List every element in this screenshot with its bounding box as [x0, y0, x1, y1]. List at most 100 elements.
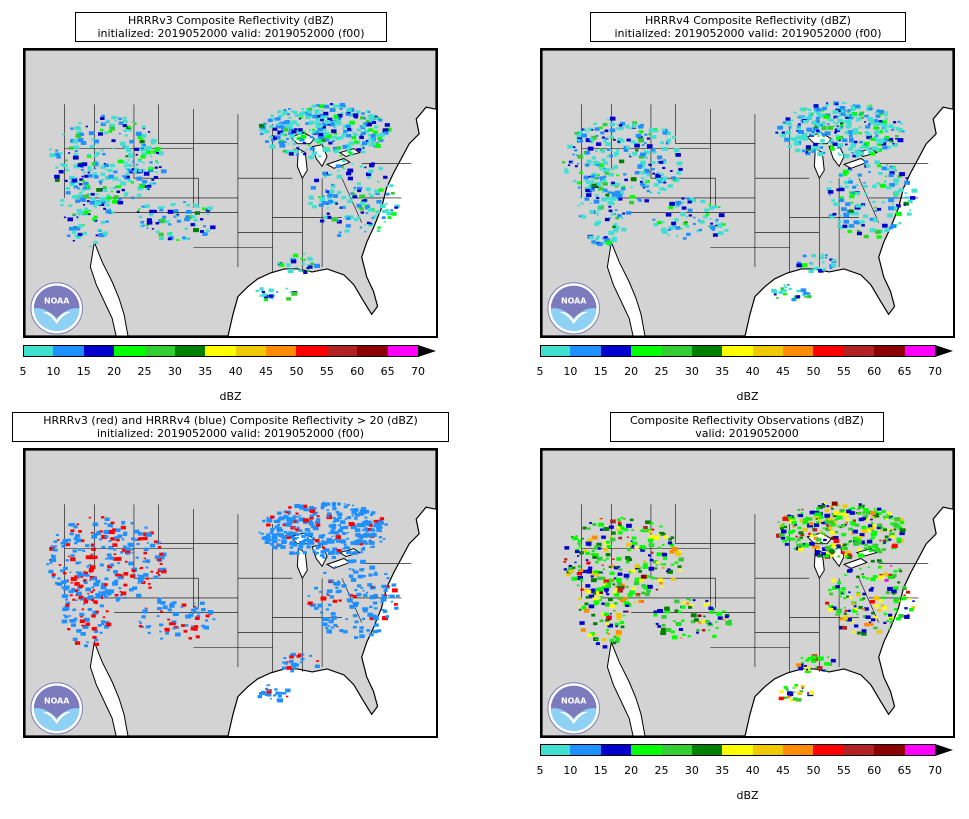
reflectivity-pixel — [368, 144, 372, 147]
reflectivity-pixel — [604, 602, 610, 606]
reflectivity-pixel — [827, 604, 831, 607]
reflectivity-pixel — [308, 107, 313, 111]
reflectivity-pixel — [121, 520, 126, 524]
reflectivity-pixel — [852, 536, 858, 541]
reflectivity-pixel — [601, 158, 606, 162]
reflectivity-pixel — [76, 181, 80, 184]
reflectivity-pixel — [832, 212, 837, 216]
reflectivity-pixel — [878, 550, 883, 554]
reflectivity-pixel — [70, 623, 77, 627]
reflectivity-pixel — [182, 236, 186, 239]
reflectivity-pixel — [333, 539, 336, 541]
reflectivity-pixel — [300, 657, 305, 661]
reflectivity-pixel — [635, 149, 639, 152]
reflectivity-pixel — [663, 533, 666, 535]
reflectivity-pixel — [724, 228, 729, 232]
colorbar-segment — [23, 345, 54, 357]
reflectivity-pixel — [574, 149, 578, 152]
reflectivity-pixel — [891, 140, 894, 143]
reflectivity-pixel — [287, 112, 291, 115]
reflectivity-pixel — [353, 540, 357, 543]
reflectivity-pixel — [63, 216, 67, 219]
reflectivity-pixel — [576, 163, 580, 165]
reflectivity-pixel — [99, 538, 103, 541]
colorbar-segment — [783, 345, 814, 357]
reflectivity-pixel — [708, 203, 712, 206]
reflectivity-pixel — [572, 536, 578, 541]
reflectivity-pixel — [843, 213, 850, 218]
reflectivity-pixel — [712, 634, 717, 638]
reflectivity-pixel — [844, 555, 849, 558]
reflectivity-pixel — [613, 223, 618, 226]
reflectivity-pixel — [650, 135, 657, 139]
reflectivity-pixel — [797, 508, 801, 511]
reflectivity-pixel — [660, 179, 665, 182]
reflectivity-pixel — [622, 597, 628, 601]
reflectivity-pixel — [298, 116, 303, 119]
reflectivity-pixel — [66, 538, 71, 542]
reflectivity-pixel — [320, 543, 324, 546]
reflectivity-pixel — [897, 120, 901, 123]
reflectivity-pixel — [285, 695, 289, 698]
reflectivity-pixel — [598, 186, 604, 191]
colorbar-segment — [205, 345, 237, 357]
reflectivity-pixel — [70, 127, 74, 130]
reflectivity-pixel — [78, 584, 84, 588]
reflectivity-pixel — [804, 668, 811, 674]
reflectivity-pixel — [122, 124, 128, 128]
reflectivity-pixel — [837, 525, 840, 528]
reflectivity-pixel — [649, 191, 653, 194]
reflectivity-pixel — [77, 212, 82, 216]
reflectivity-pixel — [104, 517, 110, 522]
reflectivity-pixel — [112, 187, 116, 190]
reflectivity-pixel — [68, 226, 75, 231]
reflectivity-pixel — [172, 611, 179, 617]
reflectivity-pixel — [335, 586, 339, 589]
reflectivity-pixel — [386, 577, 390, 580]
panel-1-title-line1: HRRRv3 Composite Reflectivity (dBZ) — [128, 14, 334, 27]
reflectivity-pixel — [612, 228, 619, 233]
reflectivity-pixel — [839, 187, 845, 192]
reflectivity-pixel — [102, 152, 106, 156]
reflectivity-pixel — [301, 107, 304, 110]
reflectivity-pixel — [860, 113, 864, 116]
reflectivity-pixel — [295, 533, 300, 536]
reflectivity-pixel — [599, 591, 604, 594]
reflectivity-pixel — [381, 523, 384, 525]
reflectivity-pixel — [851, 191, 856, 195]
reflectivity-pixel — [143, 573, 149, 577]
reflectivity-pixel — [826, 524, 830, 527]
reflectivity-pixel — [117, 159, 124, 164]
reflectivity-pixel — [81, 188, 85, 192]
reflectivity-pixel — [74, 234, 77, 237]
reflectivity-pixel — [817, 114, 822, 118]
reflectivity-pixel — [693, 216, 696, 219]
reflectivity-pixel — [832, 535, 839, 541]
reflectivity-pixel — [871, 545, 876, 549]
reflectivity-pixel — [297, 146, 300, 148]
reflectivity-pixel — [858, 505, 862, 508]
reflectivity-pixel — [272, 137, 277, 140]
reflectivity-pixel — [77, 232, 83, 237]
reflectivity-pixel — [142, 536, 148, 541]
reflectivity-pixel — [839, 135, 844, 139]
reflectivity-pixel — [100, 165, 104, 168]
reflectivity-pixel — [271, 533, 278, 538]
reflectivity-pixel — [365, 119, 371, 123]
reflectivity-pixel — [895, 211, 902, 216]
reflectivity-pixel — [259, 287, 264, 291]
reflectivity-pixel — [379, 540, 383, 543]
reflectivity-pixel — [264, 140, 269, 143]
reflectivity-pixel — [341, 133, 348, 137]
reflectivity-pixel — [320, 109, 324, 112]
reflectivity-pixel — [95, 121, 99, 123]
reflectivity-pixel — [353, 189, 356, 192]
reflectivity-pixel — [839, 595, 842, 598]
reflectivity-pixel — [49, 547, 55, 551]
reflectivity-pixel — [373, 215, 377, 218]
reflectivity-pixel — [656, 552, 663, 557]
reflectivity-pixel — [868, 549, 873, 553]
reflectivity-pixel — [822, 527, 826, 530]
reflectivity-pixel — [643, 525, 648, 530]
reflectivity-pixel — [590, 141, 594, 144]
